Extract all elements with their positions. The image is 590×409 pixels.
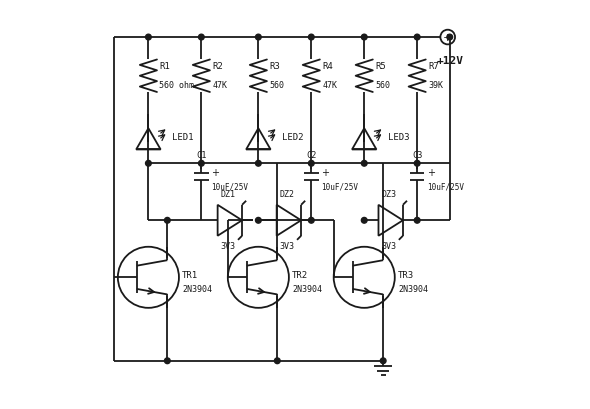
Text: C2: C2 xyxy=(306,151,317,160)
Text: 10uF/25V: 10uF/25V xyxy=(211,182,248,191)
Circle shape xyxy=(165,218,170,224)
Text: +: + xyxy=(211,167,219,178)
Text: LED3: LED3 xyxy=(388,133,409,142)
Text: TR2: TR2 xyxy=(292,270,308,279)
Circle shape xyxy=(381,358,386,364)
Text: 3V3: 3V3 xyxy=(381,241,396,250)
Text: 2N3904: 2N3904 xyxy=(182,285,212,294)
Circle shape xyxy=(146,35,151,41)
Circle shape xyxy=(309,218,314,224)
Circle shape xyxy=(165,358,170,364)
Text: 47K: 47K xyxy=(322,81,337,90)
Text: 2N3904: 2N3904 xyxy=(292,285,322,294)
Circle shape xyxy=(362,161,367,167)
Text: 3V3: 3V3 xyxy=(279,241,294,250)
Circle shape xyxy=(255,218,261,224)
Text: 10uF/25V: 10uF/25V xyxy=(427,182,464,191)
Text: C1: C1 xyxy=(196,151,206,160)
Circle shape xyxy=(362,218,367,224)
Text: DZ1: DZ1 xyxy=(220,190,235,199)
Text: R3: R3 xyxy=(270,62,280,71)
Text: R2: R2 xyxy=(212,62,223,71)
Text: R1: R1 xyxy=(159,62,170,71)
Text: 560 ohm: 560 ohm xyxy=(159,81,194,90)
Text: LED1: LED1 xyxy=(172,133,194,142)
Text: +: + xyxy=(321,167,329,178)
Text: LED2: LED2 xyxy=(282,133,303,142)
Text: +: + xyxy=(443,33,453,43)
Circle shape xyxy=(309,35,314,41)
Text: 560: 560 xyxy=(375,81,390,90)
Text: DZ2: DZ2 xyxy=(279,190,294,199)
Circle shape xyxy=(255,35,261,41)
Circle shape xyxy=(198,35,204,41)
Text: +: + xyxy=(427,167,435,178)
Text: 47K: 47K xyxy=(212,81,227,90)
Circle shape xyxy=(309,161,314,167)
Circle shape xyxy=(146,161,151,167)
Text: R4: R4 xyxy=(322,62,333,71)
Text: R7: R7 xyxy=(428,62,439,71)
Text: DZ3: DZ3 xyxy=(381,190,396,199)
Circle shape xyxy=(198,161,204,167)
Circle shape xyxy=(414,218,420,224)
Circle shape xyxy=(255,161,261,167)
Text: R5: R5 xyxy=(375,62,386,71)
Circle shape xyxy=(414,161,420,167)
Text: 2N3904: 2N3904 xyxy=(398,285,428,294)
Text: 10uF/25V: 10uF/25V xyxy=(321,182,358,191)
Circle shape xyxy=(414,35,420,41)
Text: TR1: TR1 xyxy=(182,270,198,279)
Circle shape xyxy=(362,35,367,41)
Text: TR3: TR3 xyxy=(398,270,414,279)
Text: 39K: 39K xyxy=(428,81,443,90)
Text: +12V: +12V xyxy=(436,56,463,66)
Circle shape xyxy=(447,35,453,41)
Text: C3: C3 xyxy=(412,151,422,160)
Text: 560: 560 xyxy=(270,81,284,90)
Text: 3V3: 3V3 xyxy=(220,241,235,250)
Circle shape xyxy=(274,358,280,364)
